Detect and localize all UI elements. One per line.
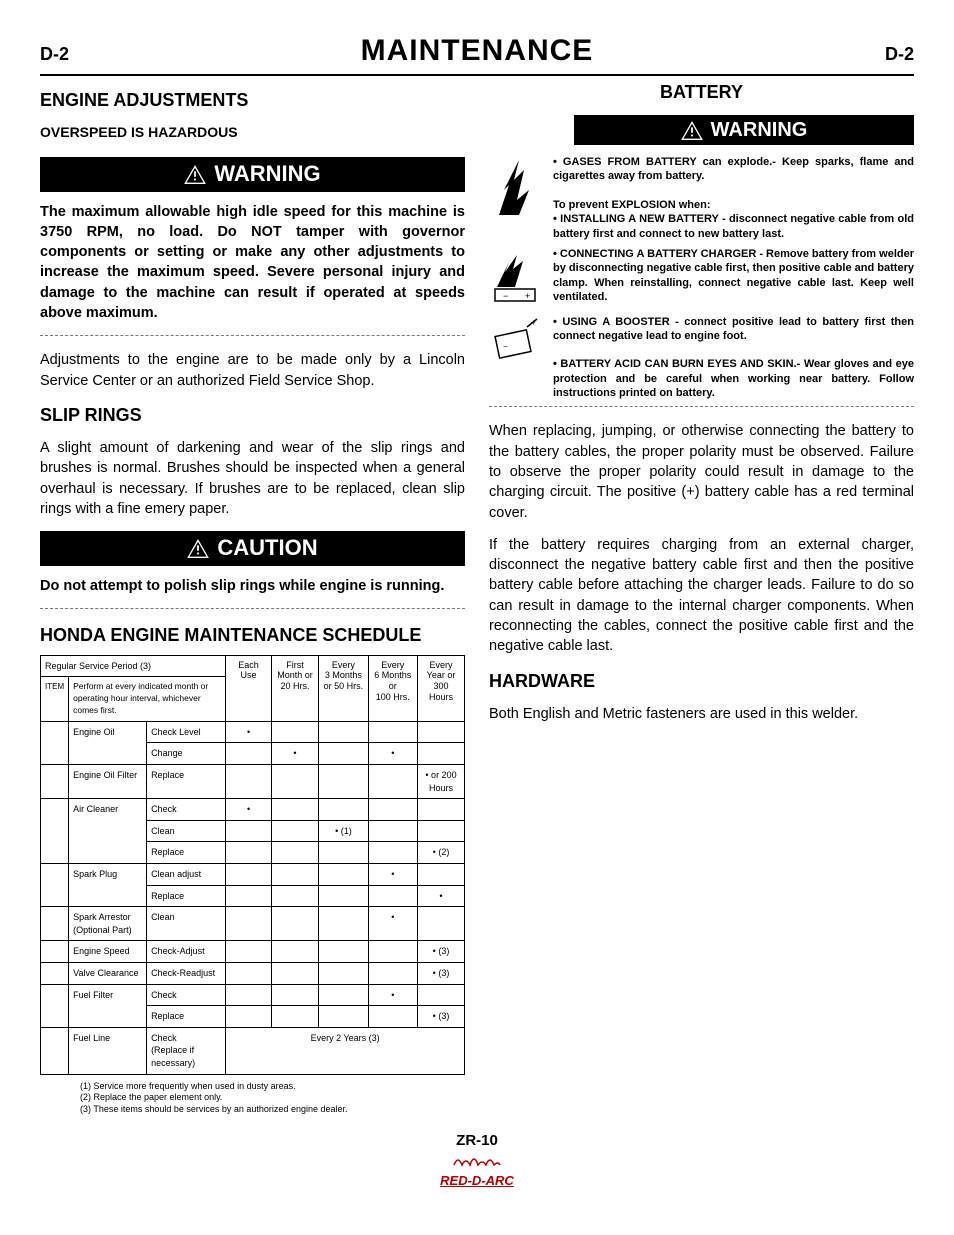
svg-text:+: + [531,318,536,327]
footer-logo-graphic [452,1151,502,1167]
booster-icon: +− [489,315,543,401]
caution-box: CAUTION [40,531,465,566]
warning-triangle-icon [681,121,703,140]
battery-text-1b: To prevent EXPLOSION when: [553,198,914,212]
table-row: Engine OilCheck Level• [41,721,465,743]
page-num-left: D-2 [40,42,100,67]
engine-adjustments-heading: ENGINE ADJUSTMENTS [40,88,465,113]
dashed-separator-2 [40,608,465,609]
footer-logo-text: RED-D-ARC [40,1172,914,1190]
svg-text:−: − [503,342,508,351]
battery-item-3: +− • USING A BOOSTER - connect positive … [489,315,914,401]
dashed-separator [40,335,465,336]
battery-paragraph-1: When replacing, jumping, or otherwise co… [489,421,914,522]
slip-rings-text: A slight amount of darkening and wear of… [40,438,465,519]
battery-heading: BATTERY [489,80,914,105]
battery-paragraph-2: If the battery requires charging from an… [489,535,914,657]
maintenance-schedule-table: Regular Service Period (3)EachUseFirstMo… [40,655,465,1075]
battery-text-2: • CONNECTING A BATTERY CHARGER - Remove … [553,247,914,309]
schedule-heading: HONDA ENGINE MAINTENANCE SCHEDULE [40,623,465,648]
table-row: Engine Oil FilterReplace• or 200 Hours [41,765,465,799]
svg-text:+: + [525,291,530,301]
footer-model: ZR-10 [40,1130,914,1151]
table-notes: (1) Service more frequently when used in… [80,1081,465,1116]
right-column: BATTERY WARNING • GASES FROM BATTERY can… [489,80,914,1116]
battery-warning-label: WARNING [711,116,808,144]
table-row: Fuel LineCheck(Replace if necessary)Ever… [41,1027,465,1074]
battery-item-2: −+ • CONNECTING A BATTERY CHARGER - Remo… [489,247,914,309]
page-num-right: D-2 [854,42,914,67]
caution-label: CAUTION [217,533,317,564]
table-row: Air CleanerCheck• [41,799,465,821]
table-row: Valve ClearanceCheck-Readjust• (3) [41,963,465,985]
caution-text: Do not attempt to polish slip rings whil… [40,576,465,596]
warning-box: WARNING [40,157,465,192]
left-column: ENGINE ADJUSTMENTS OVERSPEED IS HAZARDOU… [40,80,465,1116]
page-title: MAINTENANCE [100,30,854,72]
table-row: Fuel FilterCheck• [41,984,465,1006]
warning-label: WARNING [214,159,320,190]
hardware-text: Both English and Metric fasteners are us… [489,704,914,724]
battery-text-1c: • INSTALLING A NEW BATTERY - disconnect … [553,212,914,241]
battery-item-1: • GASES FROM BATTERY can explode.- Keep … [489,155,914,241]
explosion-icon [489,155,543,241]
svg-text:−: − [503,291,508,301]
page-footer: ZR-10 RED-D-ARC [40,1130,914,1191]
adjustments-note: Adjustments to the engine are to be made… [40,350,465,391]
battery-charger-icon: −+ [489,247,543,309]
caution-triangle-icon [187,539,209,558]
slip-rings-heading: SLIP RINGS [40,403,465,428]
overspeed-heading: OVERSPEED IS HAZARDOUS [40,123,465,143]
warning-triangle-icon [184,165,206,184]
page-header: D-2 MAINTENANCE D-2 [40,30,914,76]
battery-text-1a: • GASES FROM BATTERY can explode.- Keep … [553,155,914,184]
table-header-row: Regular Service Period (3)EachUseFirstMo… [41,655,465,677]
battery-text-4: • BATTERY ACID CAN BURN EYES AND SKIN.- … [553,357,914,400]
table-row: Engine SpeedCheck-Adjust• (3) [41,941,465,963]
battery-warning-box: WARNING [574,115,914,145]
table-row: Spark Arrestor (Optional Part)Clean• [41,907,465,941]
hardware-heading: HARDWARE [489,669,914,694]
dashed-separator-3 [489,406,914,407]
battery-text-3: • USING A BOOSTER - connect positive lea… [553,315,914,344]
warning-text: The maximum allowable high idle speed fo… [40,202,465,324]
table-row: Spark PlugClean adjust• [41,864,465,886]
